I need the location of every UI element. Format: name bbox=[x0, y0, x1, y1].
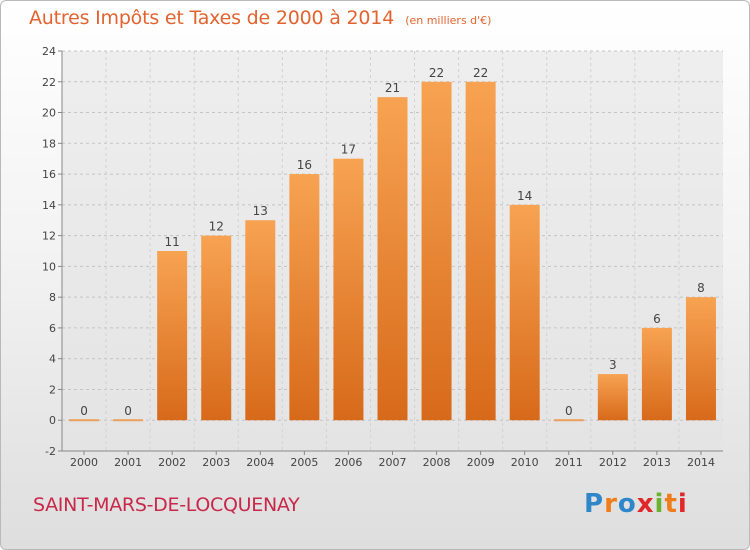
y-tick-label: 18 bbox=[42, 137, 56, 150]
x-tick-label: 2008 bbox=[423, 456, 451, 469]
title-row: Autres Impôts et Taxes de 2000 à 2014 (e… bbox=[29, 7, 491, 29]
logo-letter: o bbox=[617, 489, 637, 519]
bar bbox=[597, 374, 628, 421]
y-tick-label: 8 bbox=[49, 291, 56, 304]
y-tick-label: 10 bbox=[42, 260, 56, 273]
bar bbox=[465, 81, 496, 421]
bar-value-label: 0 bbox=[124, 404, 132, 418]
logo-letter: r bbox=[604, 489, 618, 519]
bar-value-label: 21 bbox=[385, 81, 400, 95]
bar-value-label: 22 bbox=[429, 66, 444, 80]
bar bbox=[201, 235, 232, 421]
x-tick-label: 2003 bbox=[202, 456, 230, 469]
bar bbox=[333, 158, 364, 421]
y-tick-label: 2 bbox=[49, 383, 56, 396]
y-tick-label: 6 bbox=[49, 322, 56, 335]
x-tick-label: 2002 bbox=[158, 456, 186, 469]
logo-letter: x bbox=[636, 489, 655, 519]
y-tick-label: 20 bbox=[42, 107, 56, 120]
x-tick-label: 2006 bbox=[334, 456, 362, 469]
bar bbox=[641, 327, 672, 421]
x-tick-label: 2009 bbox=[467, 456, 495, 469]
bar bbox=[553, 419, 584, 422]
x-tick-label: 2011 bbox=[555, 456, 583, 469]
bar-value-label: 8 bbox=[697, 281, 705, 295]
place-name: SAINT-MARS-DE-LOCQUENAY bbox=[33, 494, 300, 516]
proxiti-logo: Proxiti bbox=[584, 489, 688, 519]
bar bbox=[113, 419, 144, 422]
x-tick-label: 2014 bbox=[687, 456, 715, 469]
x-tick-label: 2000 bbox=[70, 456, 98, 469]
bar-value-label: 0 bbox=[565, 404, 573, 418]
x-tick-label: 2010 bbox=[511, 456, 539, 469]
y-tick-label: 24 bbox=[42, 45, 56, 58]
y-tick-label: 16 bbox=[42, 168, 56, 181]
x-tick-label: 2007 bbox=[379, 456, 407, 469]
y-tick-label: 4 bbox=[49, 353, 56, 366]
chart-unit-note: (en milliers d'€) bbox=[405, 14, 492, 27]
bar bbox=[69, 419, 100, 422]
bar-value-label: 0 bbox=[80, 404, 88, 418]
bar-value-label: 22 bbox=[473, 66, 488, 80]
bar-value-label: 17 bbox=[341, 143, 356, 157]
bar-value-label: 14 bbox=[517, 189, 532, 203]
x-tick-label: 2005 bbox=[290, 456, 318, 469]
logo-letter: t bbox=[664, 489, 678, 519]
x-tick-label: 2004 bbox=[246, 456, 274, 469]
bar-value-label: 12 bbox=[209, 220, 224, 234]
x-tick-label: 2012 bbox=[599, 456, 627, 469]
x-tick-label: 2001 bbox=[114, 456, 142, 469]
bar-value-label: 13 bbox=[253, 204, 268, 218]
bar-value-label: 16 bbox=[297, 158, 312, 172]
bar-value-label: 3 bbox=[609, 358, 617, 372]
bar-value-label: 11 bbox=[165, 235, 180, 249]
y-tick-label: 14 bbox=[42, 199, 56, 212]
bar bbox=[289, 174, 320, 421]
bar bbox=[245, 220, 276, 421]
y-tick-label: 0 bbox=[49, 414, 56, 427]
bar bbox=[421, 81, 452, 421]
logo-letter: i bbox=[654, 489, 665, 519]
bar-value-label: 6 bbox=[653, 312, 661, 326]
chart-title: Autres Impôts et Taxes de 2000 à 2014 bbox=[29, 7, 395, 29]
bar bbox=[509, 204, 540, 421]
y-tick-label: -2 bbox=[45, 445, 56, 458]
bar bbox=[157, 251, 188, 421]
bar-layer: 0 0 11 12 13 16 17 21 22 22 14 0 3 6 8 bbox=[69, 66, 716, 422]
logo-letter: P bbox=[584, 489, 605, 519]
x-tick-label: 2013 bbox=[643, 456, 671, 469]
bar bbox=[685, 297, 716, 421]
y-tick-label: 22 bbox=[42, 76, 56, 89]
y-tick-label: 12 bbox=[42, 230, 56, 243]
logo-letter: i bbox=[677, 489, 688, 519]
bar bbox=[377, 97, 408, 421]
